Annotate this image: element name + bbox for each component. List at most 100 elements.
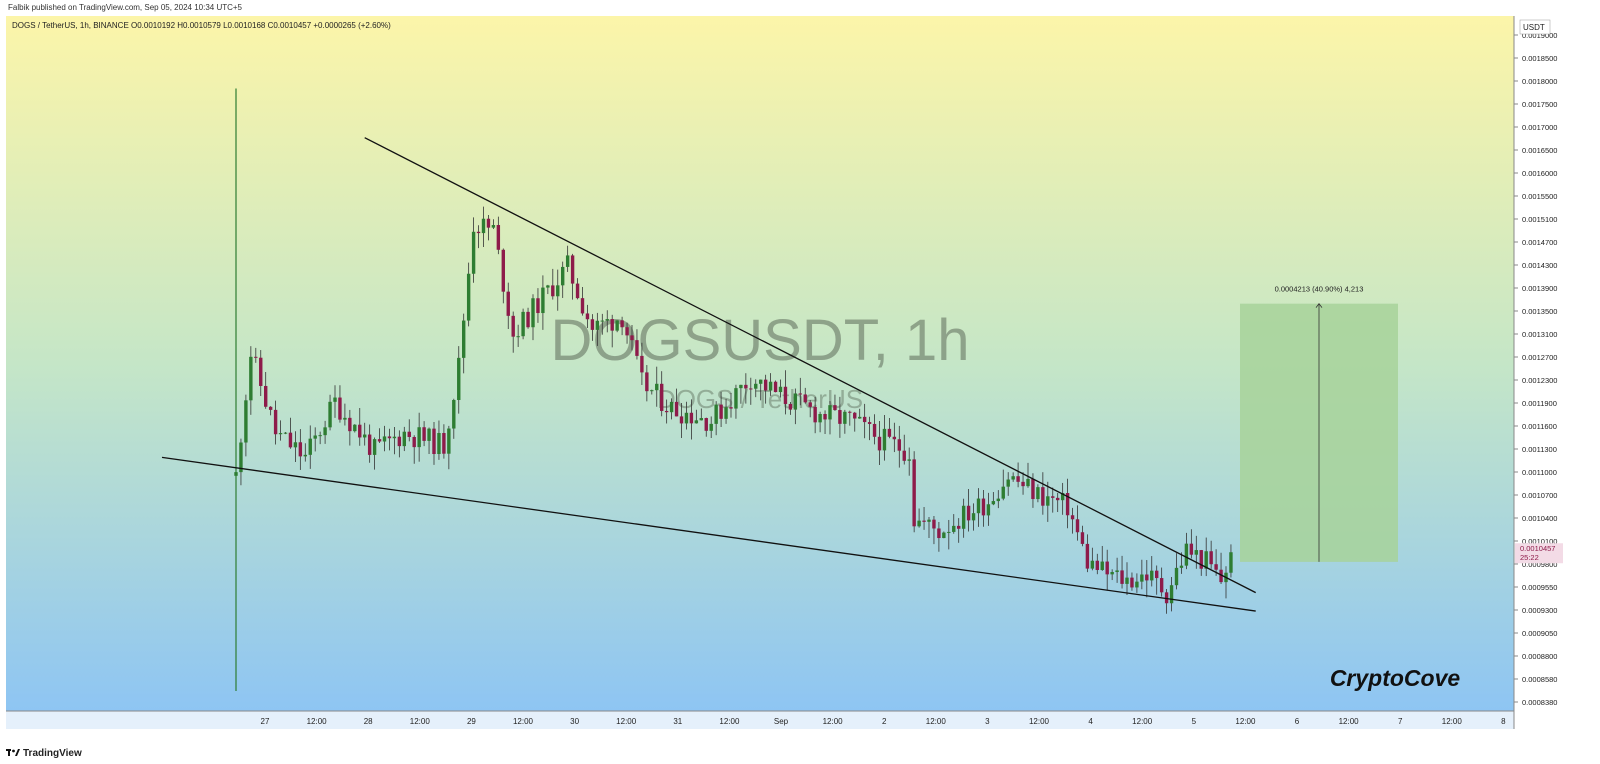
candle[interactable]	[496, 216, 501, 255]
candle[interactable]	[288, 417, 293, 449]
candle[interactable]	[556, 269, 560, 311]
candle[interactable]	[1110, 569, 1114, 581]
candle[interactable]	[902, 434, 906, 465]
candle[interactable]	[308, 425, 312, 469]
candle[interactable]	[491, 219, 496, 230]
candle[interactable]	[872, 414, 877, 445]
candle[interactable]	[1209, 540, 1213, 569]
candle[interactable]	[694, 409, 699, 424]
candle[interactable]	[313, 427, 317, 452]
candle[interactable]	[853, 411, 857, 432]
candle[interactable]	[684, 401, 689, 430]
candle[interactable]	[565, 245, 570, 272]
candle[interactable]	[264, 371, 268, 409]
candle[interactable]	[457, 346, 461, 414]
candle[interactable]	[481, 206, 486, 247]
candle[interactable]	[1219, 552, 1223, 585]
candle[interactable]	[1041, 472, 1045, 515]
candle[interactable]	[348, 409, 352, 446]
candle[interactable]	[1085, 534, 1090, 573]
candle[interactable]	[773, 380, 778, 393]
candle[interactable]	[828, 401, 832, 435]
candle[interactable]	[244, 394, 248, 457]
trendline-upper[interactable]	[364, 137, 1256, 594]
candle[interactable]	[1051, 487, 1055, 513]
candle[interactable]	[1214, 549, 1218, 576]
candle[interactable]	[541, 275, 545, 330]
candle[interactable]	[511, 311, 515, 353]
candle[interactable]	[259, 350, 263, 397]
candle[interactable]	[585, 304, 590, 328]
candle[interactable]	[813, 396, 817, 434]
candle[interactable]	[249, 346, 253, 415]
candle[interactable]	[377, 428, 382, 443]
candle[interactable]	[937, 522, 941, 552]
candle[interactable]	[580, 287, 585, 316]
candle[interactable]	[763, 374, 768, 404]
candle[interactable]	[625, 322, 629, 344]
candle[interactable]	[338, 385, 342, 423]
candle[interactable]	[778, 379, 783, 398]
candle[interactable]	[630, 324, 634, 351]
candle[interactable]	[674, 388, 679, 417]
candle[interactable]	[1184, 532, 1189, 570]
candle[interactable]	[1115, 557, 1119, 583]
candle[interactable]	[1095, 553, 1099, 575]
candle[interactable]	[798, 377, 802, 406]
candle[interactable]	[1174, 553, 1179, 590]
candle[interactable]	[427, 427, 431, 455]
candle[interactable]	[669, 398, 674, 420]
candle[interactable]	[1090, 547, 1095, 571]
candle[interactable]	[907, 447, 911, 476]
candle[interactable]	[1140, 559, 1144, 590]
candle[interactable]	[501, 248, 505, 304]
candle[interactable]	[1070, 507, 1075, 534]
candle[interactable]	[412, 435, 416, 464]
candle[interactable]	[947, 519, 951, 550]
candle[interactable]	[650, 389, 654, 395]
candle[interactable]	[283, 432, 288, 435]
candle[interactable]	[442, 424, 446, 459]
candle[interactable]	[476, 225, 481, 249]
candle[interactable]	[1080, 525, 1085, 547]
candle[interactable]	[278, 420, 283, 441]
candle[interactable]	[486, 215, 491, 241]
candle[interactable]	[417, 412, 421, 462]
candle[interactable]	[1065, 478, 1070, 529]
candle[interactable]	[452, 398, 456, 439]
candle[interactable]	[570, 253, 575, 300]
candle[interactable]	[333, 385, 337, 418]
candle[interactable]	[664, 399, 669, 424]
candle[interactable]	[991, 492, 996, 506]
candle[interactable]	[407, 419, 411, 442]
candle[interactable]	[1150, 556, 1154, 587]
candle[interactable]	[961, 498, 966, 538]
candle[interactable]	[887, 418, 892, 439]
candle[interactable]	[605, 310, 609, 333]
candle[interactable]	[254, 347, 258, 363]
candle[interactable]	[1179, 552, 1184, 574]
chart-area[interactable]: DOGSUSDT, 1h DOGS / TetherUS 0.0004213 (…	[0, 16, 1600, 758]
candle[interactable]	[1056, 492, 1060, 513]
candle[interactable]	[1159, 567, 1164, 597]
candle[interactable]	[1006, 472, 1010, 496]
candle[interactable]	[971, 503, 976, 531]
candle[interactable]	[635, 329, 639, 360]
candle[interactable]	[328, 394, 332, 431]
candle[interactable]	[506, 282, 510, 330]
candle[interactable]	[1021, 472, 1025, 495]
candle[interactable]	[447, 425, 451, 470]
candle[interactable]	[981, 490, 986, 527]
candle[interactable]	[536, 288, 540, 323]
candle[interactable]	[714, 401, 718, 436]
candle[interactable]	[353, 424, 357, 433]
candle[interactable]	[239, 438, 243, 486]
candle[interactable]	[600, 313, 604, 335]
candle[interactable]	[1100, 545, 1104, 571]
candle[interactable]	[615, 320, 619, 333]
candle[interactable]	[1120, 555, 1124, 589]
candle[interactable]	[546, 284, 550, 295]
candle[interactable]	[759, 379, 763, 401]
candle[interactable]	[343, 403, 347, 426]
candle[interactable]	[739, 384, 743, 404]
